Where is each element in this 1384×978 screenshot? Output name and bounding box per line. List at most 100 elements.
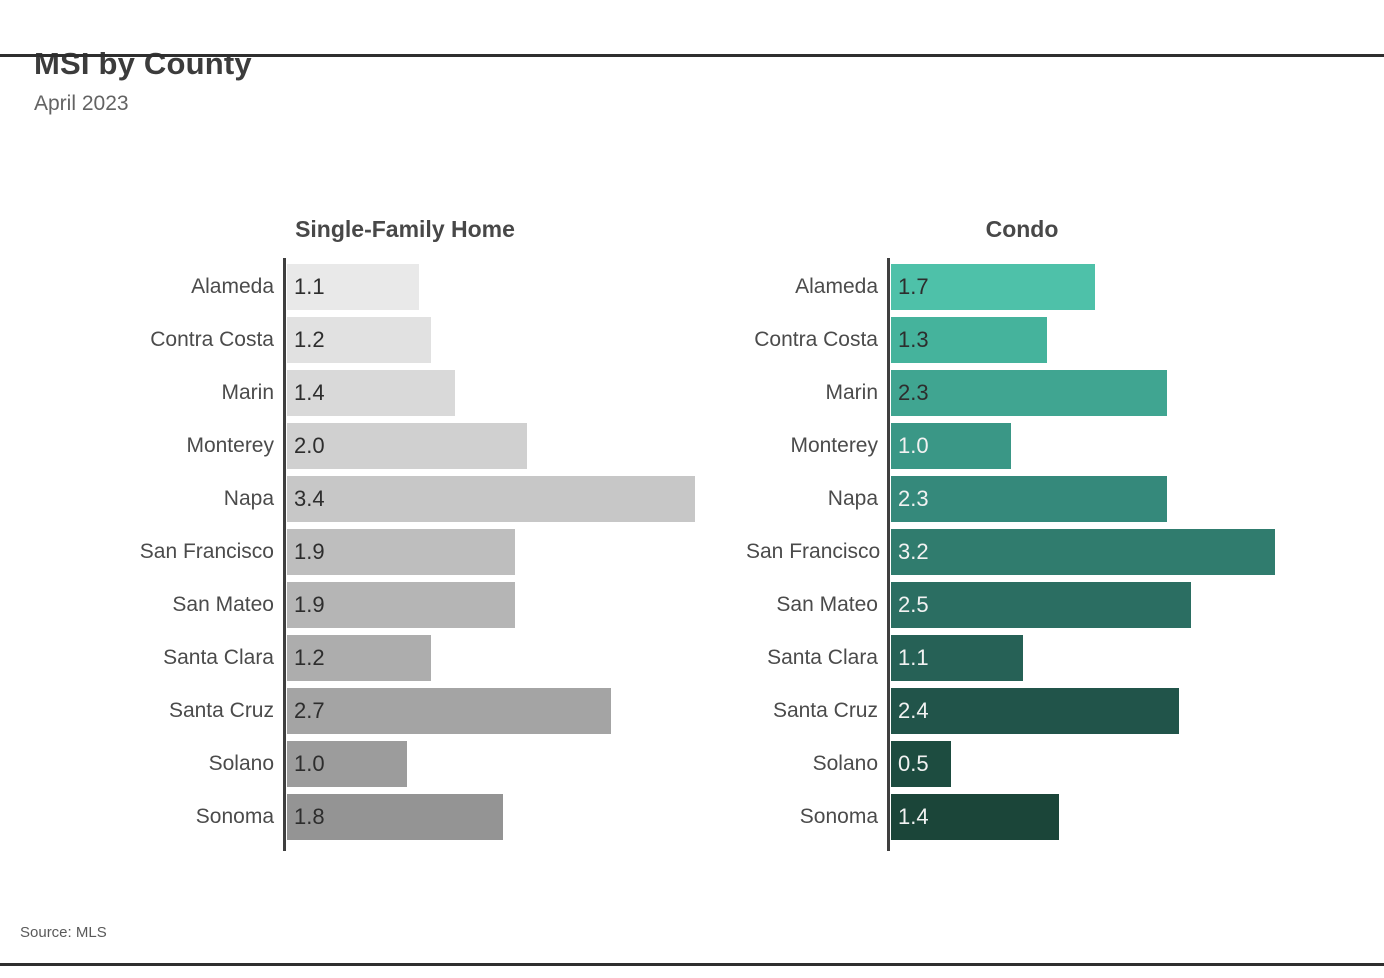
plot-area: 2.3 xyxy=(887,475,1384,522)
bar: 1.2 xyxy=(287,634,431,681)
chart-row: Sonoma 1.8 xyxy=(0,790,746,843)
condo-chart-title: Condo xyxy=(985,216,1059,242)
category-label: Monterey xyxy=(186,433,274,457)
chart-row: San Mateo 1.9 xyxy=(0,578,746,631)
bar-value-label: 1.3 xyxy=(898,326,929,352)
bar: 1.2 xyxy=(287,316,431,363)
chart-row: Contra Costa 1.3 xyxy=(746,313,1384,366)
category-label: San Mateo xyxy=(172,592,274,616)
single-family-rows: Alameda 1.1 Contra Costa 1.2 Marin 1.4 M… xyxy=(0,258,746,851)
category-label: Solano xyxy=(208,751,274,775)
bar: 3.2 xyxy=(891,528,1275,575)
bar-value-label: 1.4 xyxy=(294,379,325,405)
bar: 1.1 xyxy=(891,634,1023,681)
category-label: Alameda xyxy=(795,274,878,298)
chart-row: San Mateo 2.5 xyxy=(746,578,1384,631)
plot-area: 2.7 xyxy=(283,687,746,734)
category-label: Santa Clara xyxy=(767,645,878,669)
plot-area: 1.8 xyxy=(283,793,746,840)
category-label: San Francisco xyxy=(746,539,881,563)
plot-area: 1.1 xyxy=(283,263,746,310)
chart-row: Sonoma 1.4 xyxy=(746,790,1384,843)
category-label: Santa Cruz xyxy=(168,698,274,722)
bar: 2.4 xyxy=(891,687,1179,734)
bar-value-label: 1.7 xyxy=(898,273,929,299)
bar-value-label: 2.4 xyxy=(898,697,929,723)
category-label: Napa xyxy=(223,486,274,510)
charts-area: Single-Family Home Alameda 1.1 Contra Co… xyxy=(0,216,1384,851)
chart-row: Napa 3.4 xyxy=(0,472,746,525)
bar-value-label: 1.2 xyxy=(294,326,325,352)
plot-area: 1.3 xyxy=(887,316,1384,363)
plot-area: 1.9 xyxy=(283,581,746,628)
page-subtitle: April 2023 xyxy=(34,92,129,115)
category-label: Monterey xyxy=(790,433,878,457)
plot-area: 3.4 xyxy=(283,475,746,522)
chart-row: San Francisco 3.2 xyxy=(746,525,1384,578)
bar: 1.1 xyxy=(287,263,419,310)
condo-chart: Condo Alameda 1.7 Contra Costa 1.3 Marin… xyxy=(746,216,1384,851)
category-label: Alameda xyxy=(191,274,274,298)
bar: 3.4 xyxy=(287,475,695,522)
bar: 1.9 xyxy=(287,528,515,575)
bar: 1.9 xyxy=(287,581,515,628)
top-rule xyxy=(0,54,1384,57)
bar: 2.3 xyxy=(891,369,1167,416)
category-label: Marin xyxy=(221,380,274,404)
bar-value-label: 2.7 xyxy=(294,697,325,723)
plot-area: 1.4 xyxy=(887,793,1384,840)
source-note: Source: MLS xyxy=(20,924,107,941)
bar-value-label: 2.3 xyxy=(898,485,929,511)
chart-row: Alameda 1.7 xyxy=(746,260,1384,313)
chart-row: Marin 1.4 xyxy=(0,366,746,419)
category-label: Marin xyxy=(825,380,878,404)
chart-row: Solano 0.5 xyxy=(746,737,1384,790)
bar-value-label: 1.4 xyxy=(898,803,929,829)
category-label: Sonoma xyxy=(799,804,878,828)
chart-row: Marin 2.3 xyxy=(746,366,1384,419)
chart-row: Alameda 1.1 xyxy=(0,260,746,313)
plot-area: 3.2 xyxy=(887,528,1384,575)
chart-row: Monterey 1.0 xyxy=(746,419,1384,472)
bar: 1.7 xyxy=(891,263,1095,310)
condo-rows: Alameda 1.7 Contra Costa 1.3 Marin 2.3 M… xyxy=(746,258,1384,851)
bar: 1.3 xyxy=(891,316,1047,363)
bar-value-label: 3.2 xyxy=(898,538,929,564)
category-label: Santa Cruz xyxy=(772,698,878,722)
bar: 1.0 xyxy=(891,422,1011,469)
category-label: Napa xyxy=(827,486,878,510)
plot-area: 1.0 xyxy=(887,422,1384,469)
chart-row: Santa Cruz 2.4 xyxy=(746,684,1384,737)
bar: 2.7 xyxy=(287,687,611,734)
bar-value-label: 1.8 xyxy=(294,803,325,829)
category-label: Solano xyxy=(812,751,878,775)
plot-area: 1.0 xyxy=(283,740,746,787)
plot-area: 1.4 xyxy=(283,369,746,416)
single-family-chart: Single-Family Home Alameda 1.1 Contra Co… xyxy=(0,216,746,851)
chart-row: Santa Cruz 2.7 xyxy=(0,684,746,737)
category-label: San Francisco xyxy=(139,539,274,563)
chart-row: Santa Clara 1.1 xyxy=(746,631,1384,684)
bar: 2.3 xyxy=(891,475,1167,522)
chart-row: Monterey 2.0 xyxy=(0,419,746,472)
bar-value-label: 3.4 xyxy=(294,485,325,511)
category-label: San Mateo xyxy=(776,592,878,616)
bar: 0.5 xyxy=(891,740,951,787)
page-header: MSI by County April 2023 xyxy=(34,46,1384,116)
chart-row: Napa 2.3 xyxy=(746,472,1384,525)
chart-row: Contra Costa 1.2 xyxy=(0,313,746,366)
bar-value-label: 1.1 xyxy=(294,273,325,299)
bar-value-label: 2.3 xyxy=(898,379,929,405)
condo-axis-line xyxy=(887,258,890,851)
plot-area: 1.2 xyxy=(283,634,746,681)
bar: 1.8 xyxy=(287,793,503,840)
bar-value-label: 1.2 xyxy=(294,644,325,670)
chart-row: Solano 1.0 xyxy=(0,737,746,790)
chart-row: San Francisco 1.9 xyxy=(0,525,746,578)
bar-value-label: 1.9 xyxy=(294,591,325,617)
bar: 1.0 xyxy=(287,740,407,787)
plot-area: 2.0 xyxy=(283,422,746,469)
category-label: Contra Costa xyxy=(754,327,878,351)
page-title: MSI by County xyxy=(34,46,252,81)
bar: 1.4 xyxy=(891,793,1059,840)
